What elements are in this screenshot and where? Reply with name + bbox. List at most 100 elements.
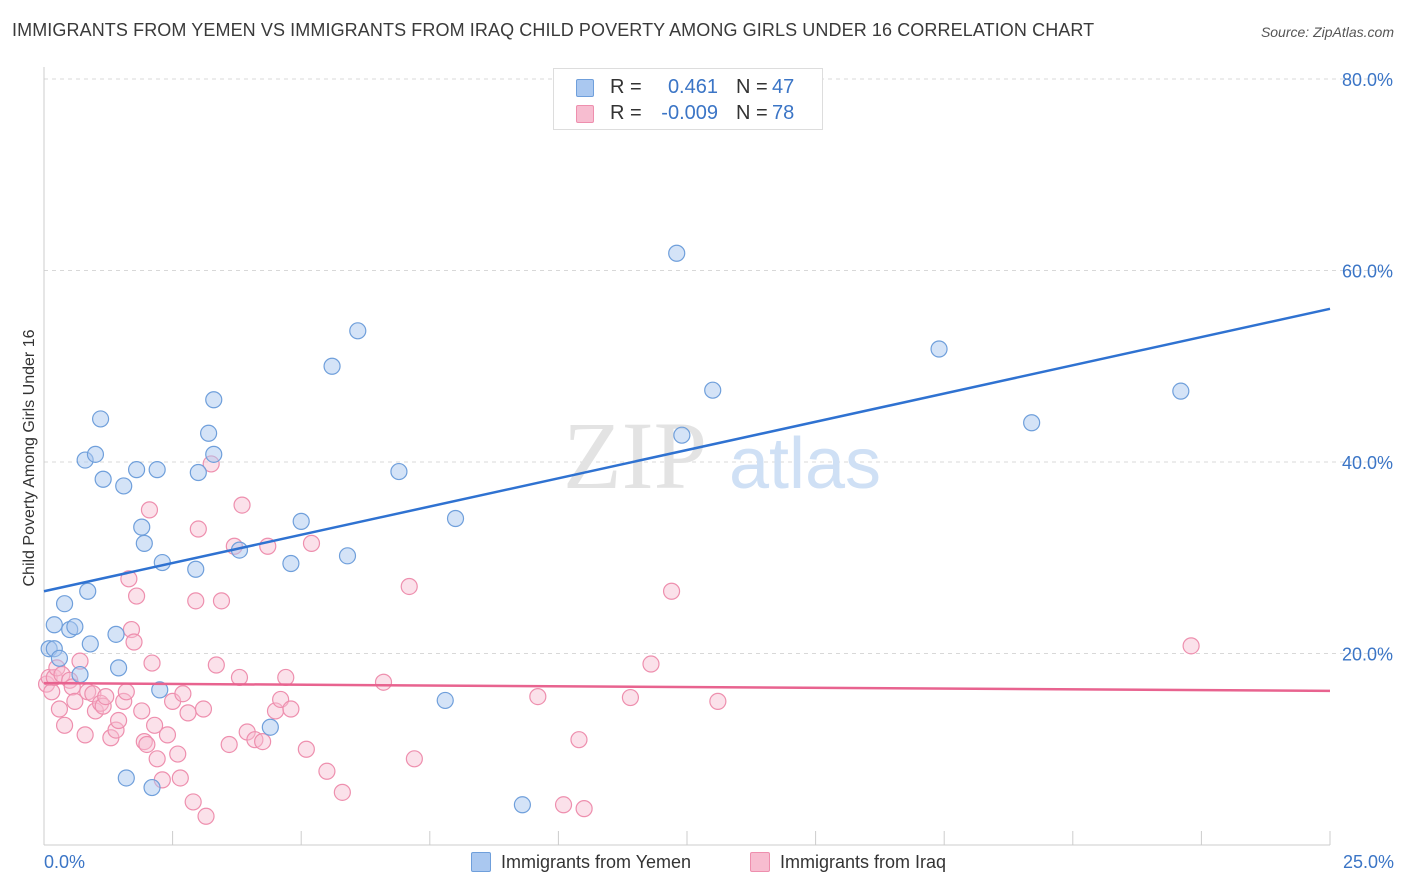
iraq-point <box>302 534 321 552</box>
iraq-point <box>642 655 660 673</box>
yemen-point <box>91 410 110 428</box>
iraq-legend-label: Immigrants from Iraq <box>780 852 947 872</box>
y-tick-label: 40.0% <box>1342 453 1393 473</box>
iraq-point <box>138 735 156 754</box>
yemen-point <box>117 769 135 787</box>
iraq-point <box>133 702 151 720</box>
iraq-point <box>220 735 238 754</box>
iraq-point <box>115 692 133 710</box>
iraq-point <box>148 750 166 768</box>
yemen-point <box>66 618 84 636</box>
yemen-legend-swatch <box>471 852 491 872</box>
iraq-point <box>333 783 351 801</box>
yemen-trend-line <box>43 307 1331 593</box>
legend-r-label: R = <box>610 76 642 98</box>
axes <box>43 67 1331 846</box>
iraq-point <box>575 800 593 818</box>
iraq-trend-line <box>43 681 1331 693</box>
yemen-point <box>205 445 223 463</box>
iraq-point <box>179 704 197 722</box>
yemen-point <box>81 635 99 653</box>
yemen-point <box>261 718 279 736</box>
iraq-point <box>529 687 547 706</box>
yemen-point <box>109 659 128 677</box>
yemen-point <box>390 462 408 481</box>
iraq-point <box>120 570 138 588</box>
yemen-point <box>189 463 207 482</box>
yemen-point <box>338 547 357 565</box>
yemen-point <box>127 461 146 479</box>
iraq-point <box>621 688 640 707</box>
yemen-legend-label: Immigrants from Yemen <box>501 852 692 872</box>
yemen-point <box>323 357 341 375</box>
legend-n-value: 47 <box>772 76 795 98</box>
iraq-point <box>66 692 84 710</box>
iraq-point <box>662 582 681 600</box>
iraq-point <box>107 721 125 739</box>
iraq-point <box>135 732 153 751</box>
iraq-point <box>43 683 61 701</box>
yemen-point <box>143 778 161 797</box>
yemen-point <box>135 534 153 552</box>
trend-lines <box>43 307 1331 693</box>
yemen-point <box>1172 382 1190 400</box>
yemen-point <box>148 461 166 479</box>
bottom-legend-iraq: Immigrants from Iraq <box>750 852 946 873</box>
yemen-points <box>40 244 1190 814</box>
iraq-point <box>94 697 112 715</box>
iraq-point <box>169 745 187 763</box>
legend-n-label: N = <box>736 102 768 124</box>
legend-n-label: N = <box>736 76 768 98</box>
iraq-point <box>140 501 159 519</box>
yemen-point <box>79 582 97 600</box>
yemen-point <box>668 244 686 262</box>
iraq-point <box>187 592 205 610</box>
yemen-point <box>436 691 454 710</box>
legend-r-value: -0.009 <box>661 102 718 124</box>
watermark-zip: ZIP <box>563 402 707 509</box>
gridlines <box>44 78 1394 654</box>
yemen-point <box>282 554 300 573</box>
y-tick-label: 20.0% <box>1342 645 1393 665</box>
iraq-legend-swatch <box>750 852 770 872</box>
iraq-point <box>127 587 146 605</box>
yemen-point <box>71 665 89 684</box>
iraq-point <box>212 592 231 610</box>
iraq-point <box>50 700 69 718</box>
iraq-point <box>297 740 315 758</box>
iraq-point <box>405 750 423 768</box>
yemen-point <box>292 512 310 530</box>
iraq-point <box>254 732 272 751</box>
yemen-point <box>133 518 151 536</box>
legend-n-value: 78 <box>772 102 795 124</box>
yemen-point <box>513 796 531 814</box>
iraq-point <box>207 656 225 674</box>
chart-title: IMMIGRANTS FROM YEMEN VS IMMIGRANTS FROM… <box>12 20 1095 40</box>
y-tick-label: 80.0% <box>1342 70 1393 90</box>
yemen-swatch <box>576 79 594 97</box>
watermark: ZIP atlas <box>563 402 881 509</box>
iraq-swatch <box>576 105 594 123</box>
yemen-point <box>94 470 112 488</box>
iraq-point <box>158 726 177 744</box>
yemen-point <box>107 625 125 643</box>
iraq-point <box>76 726 94 744</box>
yemen-point <box>153 553 171 572</box>
yemen-point <box>1023 414 1041 432</box>
iraq-point <box>97 687 115 706</box>
iraq-point <box>230 668 249 687</box>
iraq-point <box>374 673 393 691</box>
iraq-point <box>709 692 727 710</box>
yemen-point <box>200 424 218 442</box>
yemen-point <box>205 391 223 409</box>
iraq-point <box>143 654 161 672</box>
iraq-point <box>109 711 128 730</box>
legend-r-value: 0.461 <box>667 76 718 98</box>
watermark-atlas: atlas <box>729 424 881 504</box>
iraq-point <box>554 796 573 814</box>
yemen-point <box>446 509 465 528</box>
y-tick-labels: 20.0% 40.0% 60.0% 80.0% <box>1342 70 1393 665</box>
yemen-point <box>50 649 69 667</box>
iraq-point <box>117 683 135 701</box>
